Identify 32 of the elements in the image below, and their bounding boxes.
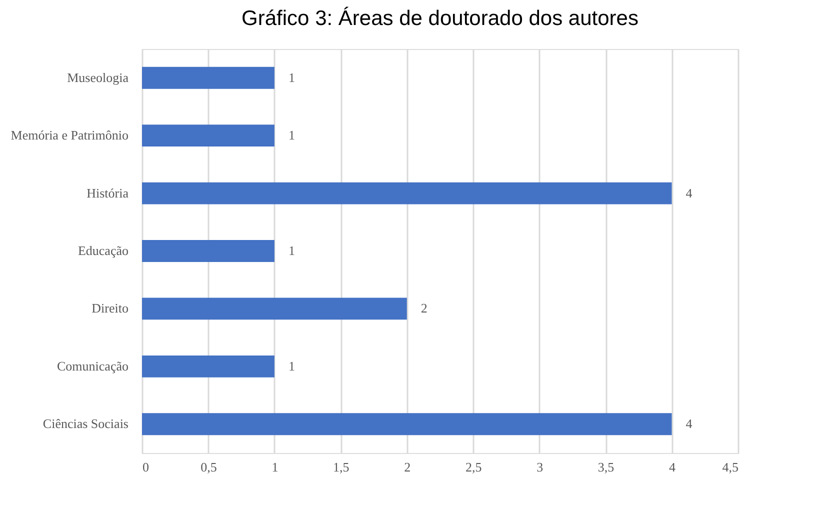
y-tick-label: Museologia [67,70,129,85]
x-tick-label: 2,5 [465,460,482,474]
bar [142,66,274,89]
data-label: 2 [420,300,428,316]
data-label: 1 [288,358,295,374]
data-label: 4 [686,185,693,200]
y-tick-label: Direito [92,300,128,316]
bar [142,182,672,204]
bar [142,355,274,378]
x-tick-label: 1,5 [333,460,350,474]
bar [142,124,274,147]
chart-title: Gráfico 3: Áreas de doutorado dos autores [242,6,638,30]
x-tick-label: 2 [404,460,411,474]
bar [142,413,672,436]
bar [142,298,407,320]
y-tick-label: Educação [78,243,128,258]
x-tick-label: 4 [669,460,676,474]
y-tick-label: Comunicação [57,358,128,374]
data-label: 1 [288,70,295,85]
x-tick-label: 4,5 [722,460,738,474]
x-tick-label: 0,5 [200,460,217,474]
y-tick-label: Memória e Patrimônio [10,128,128,143]
bar [142,240,274,262]
y-tick-label: Ciências Sociais [42,416,128,432]
x-tick-label: 0 [142,460,149,474]
x-tick-label: 3,5 [598,460,614,474]
x-tick-label: 1 [272,460,278,474]
data-label: 4 [686,416,693,432]
x-tick-label: 3 [536,460,544,474]
data-label: 1 [288,243,295,258]
y-tick-label: História [86,185,129,200]
data-label: 1 [288,128,295,143]
